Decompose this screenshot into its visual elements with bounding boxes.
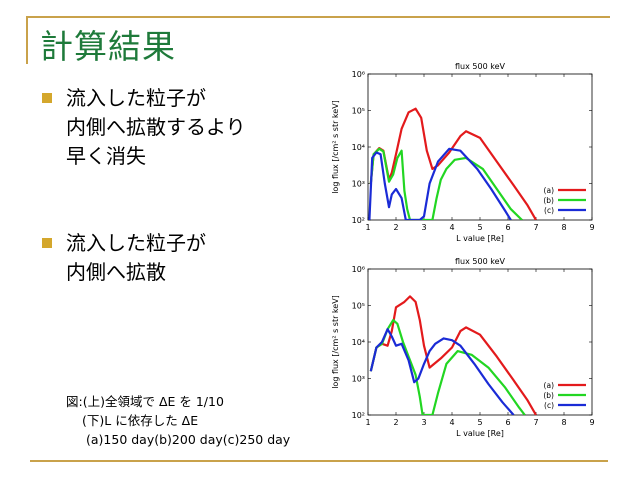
y-axis-label: log flux [/cm² s str keV] [331,295,340,389]
legend-label: (c) [544,401,554,410]
y-tick-label: 10⁶ [352,265,365,274]
x-tick-label: 1 [365,223,370,232]
y-tick-label: 10³ [352,180,365,189]
bullet-line: 早く消失 [66,144,146,168]
bullet-text-2: 流入した粒子が 内側へ拡散 [66,229,206,287]
figure-caption: 図:(上)全領域で ΔE を 1/10 (下)L に依存した ΔE (a)150… [66,392,290,449]
x-axis-label: L value [Re] [456,429,504,438]
legend-label: (a) [544,381,555,390]
plot-frame [367,268,593,416]
bullet-line: 流入した粒子が [66,86,206,110]
chart-title: flux 500 keV [455,62,505,71]
x-tick-label: 8 [561,223,566,232]
x-tick-label: 9 [589,418,594,427]
legend-label: (b) [543,196,554,205]
caption-line-3: (a)150 day(b)200 day(c)250 day [86,432,291,447]
flux-chart-bottom: flux 500 keV 1 2 3 4 5 6 7 8 9 10² 10³ 10⁴ 10⁵ 10⁶ L va… [330,253,605,443]
bullet-square-icon [42,93,52,103]
flux-chart-svg: flux 500 keV 1 2 3 4 5 6 7 8 9 10² 10³ 10⁴ 10⁵ 10⁶ L va… [331,257,595,438]
x-tick-label: 3 [421,223,426,232]
x-tick-label: 5 [477,223,482,232]
y-tick-label: 10³ [352,375,365,384]
caption-line-2: (下)L に依存した ΔE [82,413,199,428]
y-tick-label: 10⁵ [352,107,365,116]
x-tick-label: 2 [393,223,398,232]
bullet-line: 内側へ拡散するより [66,115,246,139]
x-tick-label: 5 [477,418,482,427]
flux-chart-svg: flux 500 keV 1 2 3 4 5 6 7 8 9 10² 10³ 10⁴ 10⁵ 10⁶ L va… [331,62,595,243]
chart-title: flux 500 keV [455,257,505,266]
caption-line-1: 図:(上)全領域で ΔE を 1/10 [66,394,224,409]
bullet-line: 内側へ拡散 [66,260,166,284]
y-tick-label: 10⁴ [352,338,365,347]
bullet-line: 流入した粒子が [66,231,206,255]
x-tick-label: 6 [505,418,510,427]
series-line-c [369,328,515,415]
title-rule [26,16,610,18]
legend-label: (b) [543,391,554,400]
x-tick-label: 7 [533,418,538,427]
flux-chart-top: flux 500 keV 1 2 3 4 5 6 7 8 9 10² 10³ 10⁴ 10⁵ 10⁶ L va… [330,58,605,248]
bullet-text-1: 流入した粒子が 内側へ拡散するより 早く消失 [66,84,246,171]
legend-label: (a) [544,186,555,195]
y-tick-label: 10² [352,216,365,225]
x-tick-label: 7 [533,223,538,232]
y-axis-label: log flux [/cm² s str keV] [331,100,340,194]
x-tick-label: 8 [561,418,566,427]
series-line-b [369,147,523,220]
series-line-b [369,318,526,415]
y-tick-label: 10⁴ [352,143,365,152]
series-line-a [369,295,537,415]
x-tick-label: 3 [421,418,426,427]
title-side-rule [26,16,28,64]
y-tick-label: 10² [352,411,365,420]
x-tick-label: 6 [505,223,510,232]
x-tick-label: 1 [365,418,370,427]
x-tick-label: 2 [393,418,398,427]
slide-title: 計算結果 [40,27,176,66]
y-tick-label: 10⁵ [352,302,365,311]
x-tick-label: 9 [589,223,594,232]
x-tick-label: 4 [449,418,454,427]
x-tick-label: 4 [449,223,454,232]
series-line-c [368,147,512,220]
footer-rule [30,460,608,462]
x-axis-label: L value [Re] [456,234,504,243]
y-tick-label: 10⁶ [352,70,365,79]
legend-label: (c) [544,206,554,215]
bullet-square-icon [42,238,52,248]
